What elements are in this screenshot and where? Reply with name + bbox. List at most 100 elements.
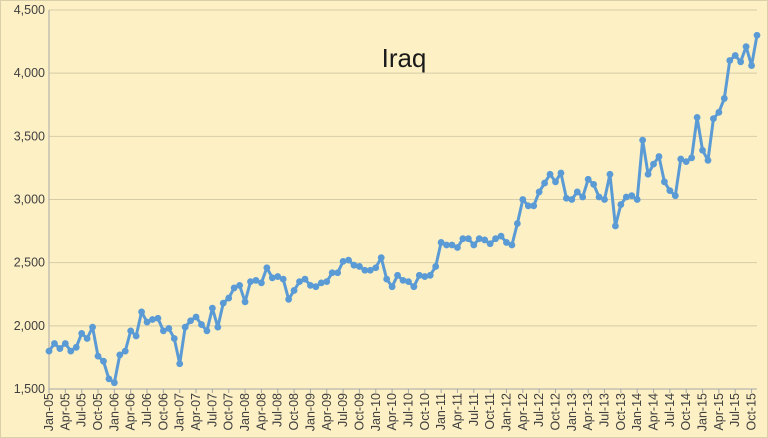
data-point xyxy=(105,375,113,383)
data-point xyxy=(110,379,118,387)
axes xyxy=(48,10,757,393)
data-point xyxy=(247,278,254,286)
data-point xyxy=(661,178,668,186)
x-tick-label: Jan-09 xyxy=(303,393,317,431)
data-point xyxy=(541,179,548,187)
x-tick-label: Oct-06 xyxy=(156,393,170,431)
data-point xyxy=(666,187,674,195)
data-point xyxy=(225,294,233,302)
data-point xyxy=(715,108,723,116)
data-point xyxy=(219,299,227,307)
data-point xyxy=(317,279,325,287)
data-point xyxy=(726,57,734,64)
data-point xyxy=(143,318,151,326)
data-point xyxy=(383,275,391,283)
data-point xyxy=(72,343,80,351)
data-point xyxy=(535,188,543,196)
x-tick-label: Oct-08 xyxy=(287,393,301,431)
data-point xyxy=(307,282,314,289)
data-point xyxy=(415,271,423,279)
y-tick-label: 3,500 xyxy=(14,129,45,143)
data-point xyxy=(590,180,598,188)
x-tick-label: Oct-15 xyxy=(745,393,759,431)
data-point xyxy=(524,202,532,210)
data-point xyxy=(584,175,592,183)
x-tick-label: Jan-10 xyxy=(369,393,383,431)
data-point xyxy=(748,62,755,69)
data-point xyxy=(116,351,124,359)
data-point xyxy=(421,273,429,280)
x-tick-label: Jul-10 xyxy=(401,393,415,427)
x-tick-label: Apr-15 xyxy=(712,393,726,431)
data-point xyxy=(742,43,750,51)
data-point xyxy=(704,156,712,164)
data-point xyxy=(655,153,663,160)
data-point xyxy=(67,347,75,355)
data-point xyxy=(361,266,369,274)
data-point xyxy=(328,269,336,277)
data-point xyxy=(274,273,282,280)
data-point xyxy=(165,324,173,332)
data-point xyxy=(737,58,745,66)
data-point xyxy=(268,274,276,282)
data-point xyxy=(628,192,636,200)
data-point xyxy=(252,276,260,284)
chart-title: Iraq xyxy=(382,43,427,73)
data-point xyxy=(94,352,102,360)
data-point xyxy=(181,323,189,331)
x-tick-label: Apr-10 xyxy=(385,393,399,431)
data-point xyxy=(159,327,167,335)
x-tick-label: Jan-05 xyxy=(42,393,56,431)
data-point xyxy=(279,275,287,283)
data-point xyxy=(176,360,184,368)
x-tick-label: Jul-05 xyxy=(75,393,89,427)
x-tick-label: Apr-14 xyxy=(647,393,661,431)
data-point xyxy=(214,323,222,331)
data-point xyxy=(285,295,293,303)
y-tick-label: 4,500 xyxy=(14,3,45,17)
data-point xyxy=(475,235,483,243)
x-tick-label: Apr-12 xyxy=(516,393,530,431)
data-point xyxy=(432,263,440,270)
data-point xyxy=(617,201,625,208)
data-point xyxy=(399,276,407,284)
data-point xyxy=(208,304,216,312)
data-point xyxy=(486,240,494,248)
x-tick-label: Oct-05 xyxy=(91,393,105,431)
data-point xyxy=(710,115,717,123)
data-point xyxy=(595,193,603,201)
data-point xyxy=(573,188,581,196)
data-point xyxy=(394,271,401,279)
data-point xyxy=(459,235,467,243)
x-tick-label: Jul-11 xyxy=(467,393,481,426)
data-point xyxy=(410,283,418,291)
data-point xyxy=(443,241,450,249)
data-point xyxy=(258,279,265,287)
data-point xyxy=(127,327,135,335)
data-point xyxy=(345,256,352,264)
data-point xyxy=(633,196,641,203)
x-tick-label: Jul-06 xyxy=(140,393,154,427)
x-tick-label: Jul-12 xyxy=(532,393,546,427)
data-point xyxy=(187,317,195,325)
x-tick-label: Jan-15 xyxy=(696,393,710,431)
x-tick-label: Jul-13 xyxy=(598,393,612,427)
x-tick-label: Apr-06 xyxy=(124,393,138,431)
x-tick-label: Apr-08 xyxy=(254,393,268,431)
data-point xyxy=(61,340,69,347)
data-point xyxy=(339,258,347,265)
data-point xyxy=(89,323,96,331)
data-point xyxy=(448,241,456,249)
data-point xyxy=(513,220,521,227)
tick-labels: 1,500 2,000 2,500 3,000 3,500 4,000 4,500 Jan-0… xyxy=(14,3,759,431)
data-point xyxy=(530,202,538,210)
data-point xyxy=(405,278,412,286)
data-point xyxy=(388,283,396,291)
x-tick-label: Apr-09 xyxy=(320,393,334,431)
data-point xyxy=(426,271,434,279)
x-tick-label: Apr-07 xyxy=(189,393,203,431)
data-point xyxy=(568,196,576,203)
data-point xyxy=(377,254,385,262)
x-tick-label: Jan-14 xyxy=(630,393,644,431)
x-tick-label: Jan-13 xyxy=(565,393,579,431)
